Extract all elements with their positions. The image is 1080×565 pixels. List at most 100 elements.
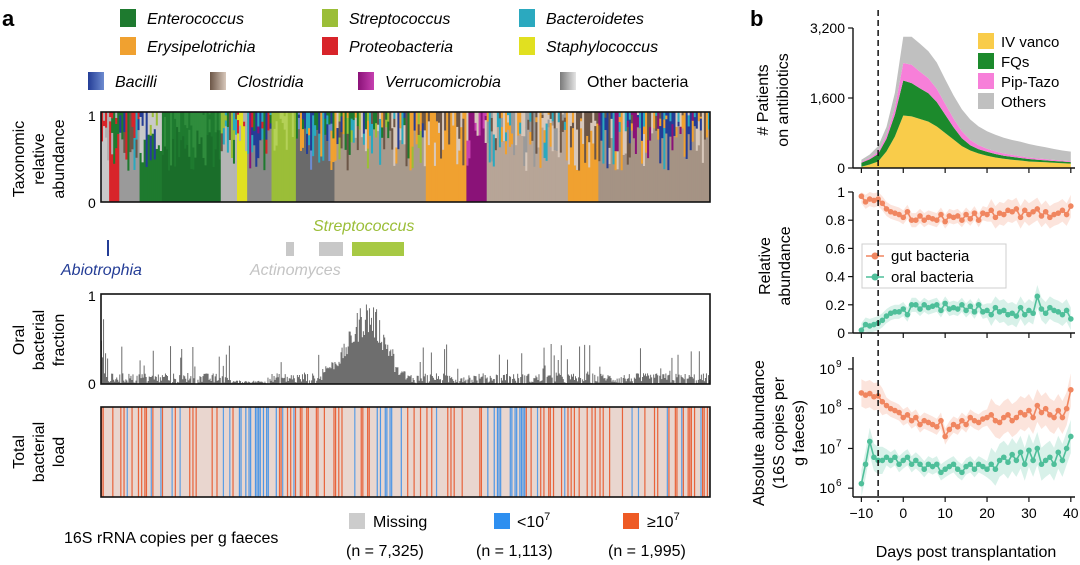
absolute-point bbox=[1038, 461, 1045, 468]
taxa-segment bbox=[385, 119, 388, 128]
taxa-segment bbox=[196, 130, 200, 202]
absolute-point bbox=[1026, 407, 1032, 414]
taxa-segment bbox=[178, 131, 181, 158]
taxa-segment bbox=[200, 112, 204, 138]
taxa-segment bbox=[342, 112, 346, 135]
taxa-segment bbox=[529, 112, 532, 122]
absolute-ytick-exponent: 7 bbox=[836, 438, 842, 449]
relative-point bbox=[883, 206, 890, 212]
taxa-segment bbox=[561, 112, 565, 115]
taxa-segment bbox=[295, 112, 299, 122]
taxa-segment bbox=[608, 147, 612, 164]
taxa-segment bbox=[174, 123, 177, 167]
taxa-segment bbox=[513, 112, 516, 156]
taxa-segment bbox=[381, 127, 384, 138]
taxa-segment bbox=[655, 130, 658, 202]
absolute-point bbox=[1051, 414, 1057, 421]
taxa-segment bbox=[271, 139, 275, 155]
taxa-segment bbox=[330, 123, 334, 131]
relative-point bbox=[908, 302, 915, 308]
taxa-segment bbox=[241, 140, 244, 202]
taxa-segment bbox=[383, 148, 386, 202]
taxa-segment bbox=[555, 127, 559, 151]
relative-point bbox=[959, 217, 965, 223]
taxa-segment bbox=[687, 133, 691, 202]
load-stripe bbox=[262, 407, 265, 497]
taxa-segment bbox=[571, 112, 575, 120]
absolute-point bbox=[971, 417, 978, 424]
taxa-segment bbox=[314, 135, 317, 202]
taxa-segment bbox=[476, 121, 480, 136]
taxa-segment bbox=[192, 112, 195, 148]
load-stripe bbox=[258, 407, 260, 497]
absolute-point bbox=[887, 405, 894, 412]
load-stripe bbox=[240, 407, 242, 497]
taxa-segment bbox=[275, 116, 279, 122]
taxa-segment bbox=[161, 154, 165, 202]
taxa-segment bbox=[165, 149, 169, 202]
taxa-segment bbox=[699, 130, 703, 202]
taxa-segment bbox=[659, 118, 662, 127]
absolute-point bbox=[996, 419, 1003, 426]
load-stripe bbox=[250, 407, 252, 497]
taxa-segment bbox=[308, 134, 311, 146]
taxa-segment bbox=[679, 126, 683, 134]
taxa-segment bbox=[527, 112, 530, 120]
taxa-segment bbox=[155, 125, 159, 149]
absolute-point bbox=[1030, 457, 1036, 464]
load-stripe bbox=[161, 407, 164, 497]
taxa-segment bbox=[486, 121, 490, 144]
taxa-segment bbox=[119, 120, 122, 133]
load-stripe bbox=[453, 407, 455, 497]
taxa-segment bbox=[350, 141, 354, 202]
taxa-segment bbox=[159, 150, 163, 202]
taxa-segment bbox=[618, 131, 622, 202]
taxa-segment bbox=[535, 112, 539, 118]
taxa-segment bbox=[494, 137, 498, 151]
taxa-segment bbox=[257, 132, 260, 159]
taxa-segment bbox=[413, 112, 417, 131]
taxa-segment bbox=[580, 112, 583, 119]
taxa-segment bbox=[377, 112, 380, 125]
taxa-segment bbox=[681, 112, 685, 116]
taxa-segment bbox=[172, 138, 175, 202]
absolute-point bbox=[904, 454, 911, 461]
load-stripe bbox=[479, 407, 481, 497]
taxa-segment bbox=[291, 136, 295, 202]
taxa-segment bbox=[509, 125, 512, 147]
taxa-segment bbox=[466, 112, 470, 141]
taxa-segment bbox=[385, 112, 388, 115]
relative-point bbox=[913, 217, 919, 223]
taxa-segment bbox=[606, 167, 610, 202]
relative-point bbox=[1038, 213, 1045, 219]
taxa-segment bbox=[431, 112, 435, 138]
load-stripe bbox=[407, 407, 409, 497]
load-ylabel-1: Total bbox=[11, 435, 28, 469]
load-stripe bbox=[522, 407, 524, 497]
taxa-segment bbox=[468, 157, 472, 202]
antibiotic-legend-label: Pip-Tazo bbox=[1001, 74, 1059, 91]
taxa-segment bbox=[612, 163, 616, 202]
taxa-segment bbox=[685, 158, 689, 202]
taxa-segment bbox=[645, 112, 648, 139]
taxa-segment bbox=[334, 112, 338, 161]
taxa-segment bbox=[448, 112, 451, 132]
taxa-segment bbox=[149, 124, 153, 136]
taxa-segment bbox=[557, 156, 561, 202]
load-stripe bbox=[644, 407, 646, 497]
taxa-segment bbox=[480, 158, 484, 202]
absolute-point bbox=[921, 466, 928, 473]
absolute-point bbox=[933, 461, 940, 468]
antibiotic-legend-label: FQs bbox=[1001, 54, 1029, 71]
taxa-segment bbox=[121, 112, 124, 140]
taxa-segment bbox=[155, 148, 159, 202]
taxa-segment bbox=[413, 130, 417, 202]
taxa-segment bbox=[153, 112, 157, 130]
load-stripe bbox=[514, 407, 516, 497]
taxa-segment bbox=[624, 153, 628, 202]
relative-point bbox=[900, 214, 907, 221]
taxa-segment bbox=[330, 169, 334, 202]
taxa-segment bbox=[643, 165, 646, 202]
taxa-segment bbox=[573, 165, 577, 202]
taxa-segment bbox=[109, 131, 112, 202]
